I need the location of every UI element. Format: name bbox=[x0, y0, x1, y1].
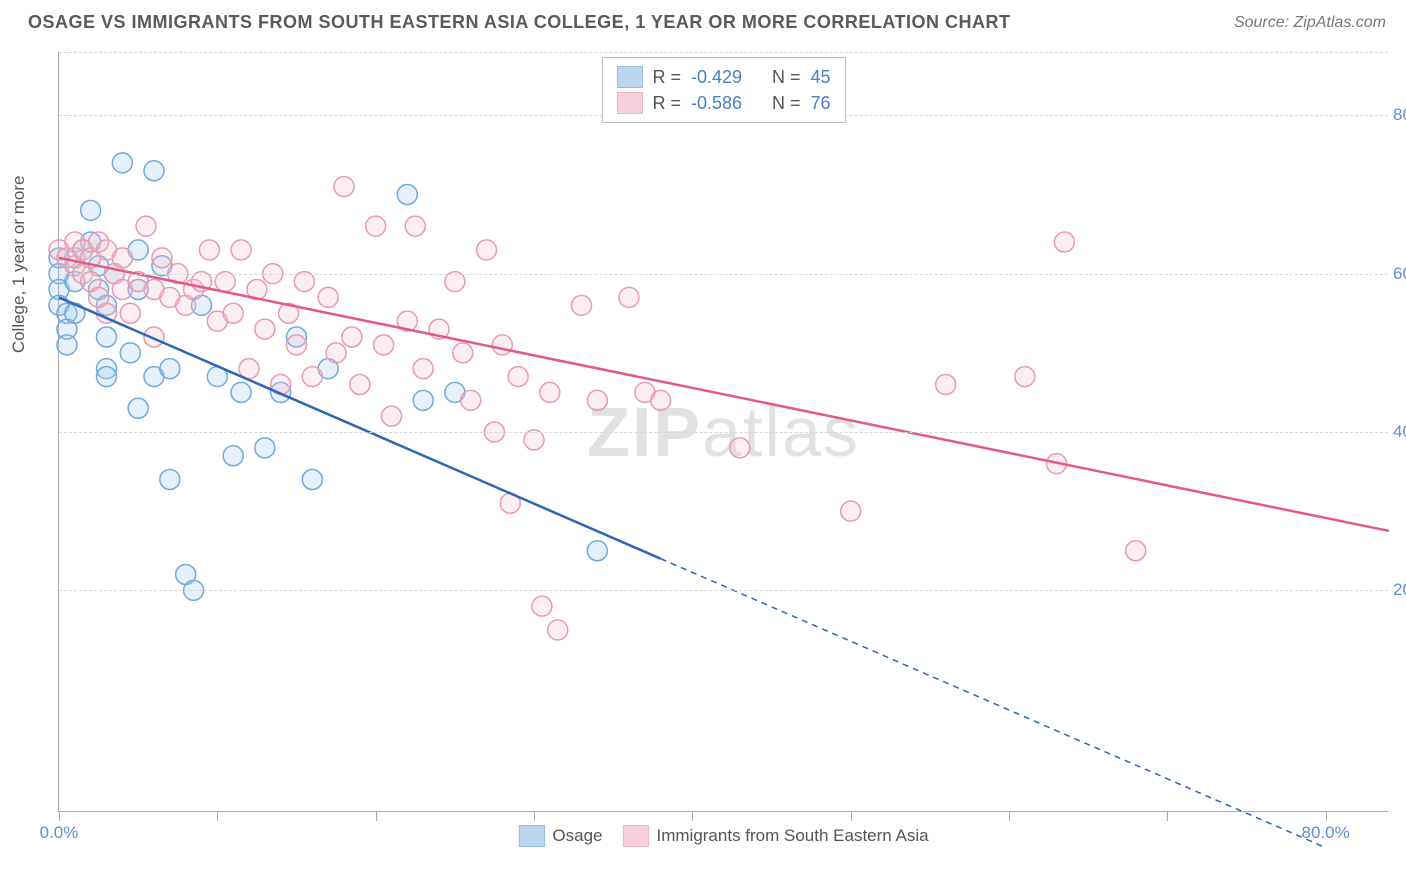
legend-label-osage: Osage bbox=[552, 826, 602, 846]
n-label: N = bbox=[772, 93, 801, 114]
swatch-immigrants-icon bbox=[622, 825, 648, 847]
r-label: R = bbox=[652, 93, 681, 114]
y-tick-label: 80.0% bbox=[1393, 105, 1406, 125]
r-value-osage: -0.429 bbox=[691, 67, 742, 88]
source-label: Source: ZipAtlas.com bbox=[1234, 14, 1386, 32]
r-label: R = bbox=[652, 67, 681, 88]
n-value-immigrants: 76 bbox=[811, 93, 831, 114]
legend-item-immigrants: Immigrants from South Eastern Asia bbox=[622, 825, 928, 847]
y-tick-label: 20.0% bbox=[1393, 580, 1406, 600]
legend-row-immigrants: R = -0.586 N = 76 bbox=[616, 90, 830, 116]
chart-title: OSAGE VS IMMIGRANTS FROM SOUTH EASTERN A… bbox=[28, 12, 1011, 33]
series-legend: Osage Immigrants from South Eastern Asia bbox=[518, 825, 928, 847]
n-value-osage: 45 bbox=[811, 67, 831, 88]
legend-label-immigrants: Immigrants from South Eastern Asia bbox=[656, 826, 928, 846]
legend-row-osage: R = -0.429 N = 45 bbox=[616, 64, 830, 90]
n-label: N = bbox=[772, 67, 801, 88]
swatch-osage bbox=[616, 66, 642, 88]
y-tick-label: 60.0% bbox=[1393, 264, 1406, 284]
y-tick-label: 40.0% bbox=[1393, 422, 1406, 442]
y-axis-label: College, 1 year or more bbox=[9, 175, 29, 353]
correlation-legend: R = -0.429 N = 45 R = -0.586 N = 76 bbox=[601, 57, 845, 123]
x-tick-label-end: 80.0% bbox=[1302, 823, 1350, 843]
chart-area: College, 1 year or more ZIPatlas R = -0.… bbox=[58, 52, 1388, 812]
r-value-immigrants: -0.586 bbox=[691, 93, 742, 114]
legend-item-osage: Osage bbox=[518, 825, 602, 847]
x-tick-label-start: 0.0% bbox=[40, 823, 79, 843]
swatch-immigrants bbox=[616, 92, 642, 114]
swatch-osage-icon bbox=[518, 825, 544, 847]
